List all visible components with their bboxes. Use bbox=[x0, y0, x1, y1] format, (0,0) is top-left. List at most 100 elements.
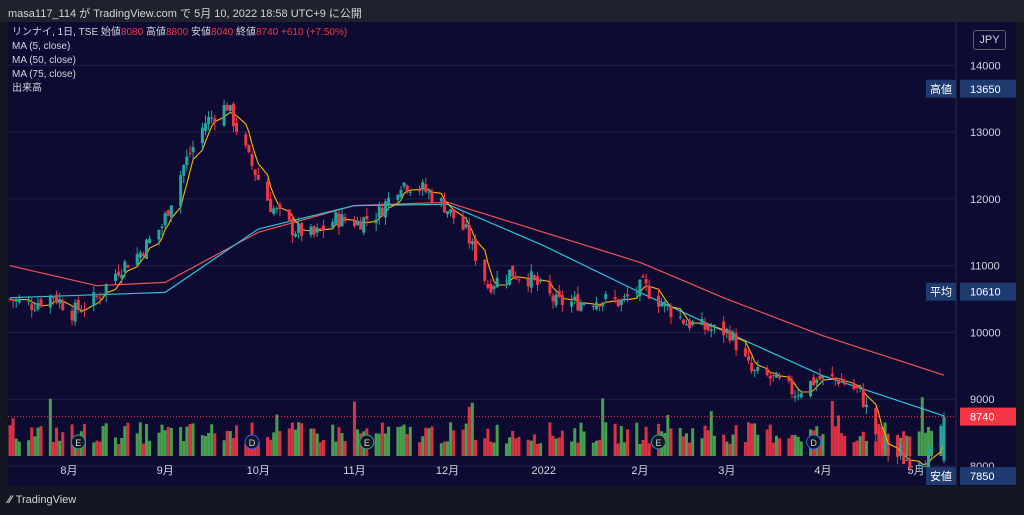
event-marker-label: D bbox=[249, 438, 256, 448]
price-tag-label-box bbox=[926, 466, 956, 485]
candle-body bbox=[14, 299, 18, 302]
candle-body bbox=[756, 367, 760, 371]
volume-bar bbox=[163, 430, 167, 456]
price-tag-label-box bbox=[926, 282, 956, 301]
volume-legend[interactable]: 出来高 bbox=[12, 83, 42, 94]
volume-bar bbox=[771, 442, 775, 456]
candle-body bbox=[638, 279, 642, 297]
candle-body bbox=[526, 278, 530, 287]
candle-body bbox=[625, 294, 629, 297]
earnings-marker[interactable] bbox=[70, 434, 86, 450]
volume-bar bbox=[396, 427, 400, 456]
volume-bar bbox=[114, 437, 118, 456]
chart-panel[interactable]: 8000 9000 10000 11000 12000 13000 14000 8月 9月 10月… bbox=[8, 22, 1016, 486]
volume-bar bbox=[377, 433, 381, 456]
volume-bar bbox=[594, 440, 598, 456]
volume-bar bbox=[166, 426, 170, 456]
candle-body bbox=[706, 326, 710, 331]
price-tag-value: 13650 bbox=[970, 84, 1001, 96]
candle-body bbox=[138, 252, 142, 258]
price-tag-label: 安値 bbox=[930, 469, 952, 483]
ma75-legend[interactable]: MA (75, close) bbox=[12, 69, 76, 80]
candle-body bbox=[135, 254, 139, 265]
volume-bar bbox=[380, 422, 384, 456]
volume-bar bbox=[517, 436, 521, 456]
volume-bar bbox=[539, 443, 543, 456]
candle-body bbox=[464, 224, 468, 228]
x-tick-label: 5月 bbox=[908, 465, 925, 477]
candle-body bbox=[92, 292, 96, 307]
candle-body bbox=[926, 450, 930, 470]
candle-body bbox=[669, 306, 673, 318]
candle-body bbox=[374, 219, 378, 224]
candle-body bbox=[235, 122, 239, 132]
candle-body bbox=[793, 396, 797, 398]
volume-bar bbox=[191, 423, 195, 456]
volume-bar bbox=[439, 443, 443, 456]
volume-bar bbox=[275, 414, 279, 456]
ma50-legend[interactable]: MA (50, close) bbox=[12, 55, 76, 66]
candle-body bbox=[852, 383, 856, 390]
earnings-marker[interactable] bbox=[651, 434, 667, 450]
price-tag-label-box bbox=[926, 79, 956, 98]
candle-body bbox=[266, 181, 270, 201]
candle-body bbox=[548, 281, 552, 294]
candle-body bbox=[579, 302, 583, 311]
candle-body bbox=[145, 239, 149, 259]
candle-body bbox=[483, 259, 487, 281]
volume-bar bbox=[833, 426, 837, 456]
volume-bar bbox=[290, 422, 294, 456]
volume-bar bbox=[383, 433, 387, 456]
earnings-marker[interactable] bbox=[359, 434, 375, 450]
volume-bar bbox=[622, 442, 626, 456]
volume-bar bbox=[315, 433, 319, 456]
candle-body bbox=[452, 208, 456, 219]
candle-body bbox=[818, 375, 822, 380]
candle-body bbox=[446, 211, 450, 215]
volume-bar bbox=[920, 397, 924, 456]
candle-body bbox=[253, 169, 257, 176]
footer: ⁄⁄ TradingView bbox=[0, 486, 1024, 515]
candle-body bbox=[225, 104, 229, 111]
volume-bar bbox=[300, 423, 304, 456]
tradingview-logo[interactable]: ⁄⁄ TradingView bbox=[8, 494, 76, 506]
candle-body bbox=[551, 295, 555, 302]
publish-title: masa117_114 が TradingView.com で 5月 10, 2… bbox=[8, 8, 362, 20]
candle-body bbox=[691, 321, 695, 326]
volume-bar bbox=[430, 426, 434, 456]
publish-header: masa117_114 が TradingView.com で 5月 10, 2… bbox=[0, 0, 1024, 22]
candle-body bbox=[836, 380, 840, 384]
candle-body bbox=[774, 372, 778, 378]
candle-body bbox=[809, 380, 813, 397]
candle-body bbox=[76, 299, 80, 310]
candle-body bbox=[703, 322, 707, 330]
candle-body bbox=[58, 299, 62, 304]
candle-body bbox=[123, 261, 127, 272]
volume-bar bbox=[734, 425, 738, 456]
dividend-marker[interactable] bbox=[244, 434, 260, 450]
candle-body bbox=[278, 204, 282, 209]
dividend-marker[interactable] bbox=[806, 434, 822, 450]
candle-body bbox=[467, 225, 471, 244]
currency-button[interactable]: JPY bbox=[973, 30, 1006, 50]
change-value: +610 (+7.50%) bbox=[281, 27, 348, 38]
candle-body bbox=[753, 369, 757, 372]
ma5-legend[interactable]: MA (5, close) bbox=[12, 41, 71, 52]
candle-body bbox=[895, 452, 899, 457]
candle-body bbox=[163, 213, 167, 226]
price-tag-value-box bbox=[960, 79, 1016, 98]
volume-bar bbox=[861, 431, 865, 456]
volume-bar bbox=[169, 427, 173, 456]
volume-bar bbox=[427, 428, 431, 456]
volume-bar bbox=[858, 436, 862, 456]
volume-bar bbox=[39, 426, 43, 456]
volume-bar bbox=[725, 441, 729, 456]
candle-body bbox=[114, 273, 118, 281]
candle-body bbox=[734, 333, 738, 351]
candle-body bbox=[582, 303, 586, 305]
price-tag-label: 高値 bbox=[930, 82, 952, 96]
candle-body bbox=[678, 316, 682, 318]
volume-bar bbox=[703, 425, 707, 456]
candle-body bbox=[601, 302, 605, 307]
